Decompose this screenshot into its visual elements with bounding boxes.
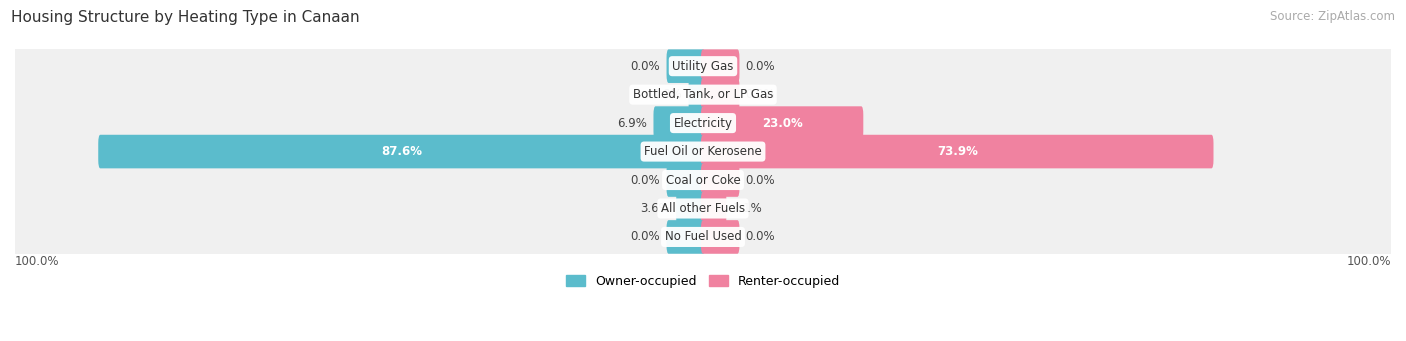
FancyBboxPatch shape <box>11 152 1395 208</box>
Text: 0.0%: 0.0% <box>745 88 775 101</box>
Text: 3.1%: 3.1% <box>733 202 762 215</box>
Text: 23.0%: 23.0% <box>762 117 803 130</box>
FancyBboxPatch shape <box>11 67 1395 122</box>
FancyBboxPatch shape <box>666 220 704 254</box>
Text: 0.0%: 0.0% <box>631 231 661 243</box>
Text: 0.0%: 0.0% <box>745 231 775 243</box>
FancyBboxPatch shape <box>654 106 704 140</box>
FancyBboxPatch shape <box>11 209 1395 265</box>
Text: Source: ZipAtlas.com: Source: ZipAtlas.com <box>1270 10 1395 23</box>
FancyBboxPatch shape <box>702 49 740 83</box>
Text: Fuel Oil or Kerosene: Fuel Oil or Kerosene <box>644 145 762 158</box>
FancyBboxPatch shape <box>11 124 1395 179</box>
FancyBboxPatch shape <box>11 95 1395 151</box>
FancyBboxPatch shape <box>11 38 1395 94</box>
Text: Housing Structure by Heating Type in Canaan: Housing Structure by Heating Type in Can… <box>11 10 360 25</box>
Text: 6.9%: 6.9% <box>617 117 647 130</box>
FancyBboxPatch shape <box>666 49 704 83</box>
FancyBboxPatch shape <box>702 192 727 225</box>
Text: 0.0%: 0.0% <box>745 174 775 187</box>
FancyBboxPatch shape <box>666 163 704 197</box>
Text: Electricity: Electricity <box>673 117 733 130</box>
Text: 100.0%: 100.0% <box>15 255 59 268</box>
FancyBboxPatch shape <box>702 163 740 197</box>
Text: Coal or Coke: Coal or Coke <box>665 174 741 187</box>
FancyBboxPatch shape <box>11 181 1395 236</box>
Text: 0.0%: 0.0% <box>631 60 661 73</box>
Text: 3.6%: 3.6% <box>640 202 671 215</box>
FancyBboxPatch shape <box>689 78 704 112</box>
Text: All other Fuels: All other Fuels <box>661 202 745 215</box>
Text: 1.8%: 1.8% <box>652 88 682 101</box>
Text: No Fuel Used: No Fuel Used <box>665 231 741 243</box>
FancyBboxPatch shape <box>702 220 740 254</box>
FancyBboxPatch shape <box>702 106 863 140</box>
Text: 87.6%: 87.6% <box>381 145 422 158</box>
FancyBboxPatch shape <box>98 135 704 168</box>
Text: Bottled, Tank, or LP Gas: Bottled, Tank, or LP Gas <box>633 88 773 101</box>
Text: 0.0%: 0.0% <box>631 174 661 187</box>
Text: 0.0%: 0.0% <box>745 60 775 73</box>
Text: 100.0%: 100.0% <box>1347 255 1391 268</box>
FancyBboxPatch shape <box>702 78 740 112</box>
Text: 73.9%: 73.9% <box>936 145 977 158</box>
Text: Utility Gas: Utility Gas <box>672 60 734 73</box>
Legend: Owner-occupied, Renter-occupied: Owner-occupied, Renter-occupied <box>561 270 845 293</box>
FancyBboxPatch shape <box>676 192 704 225</box>
FancyBboxPatch shape <box>702 135 1213 168</box>
